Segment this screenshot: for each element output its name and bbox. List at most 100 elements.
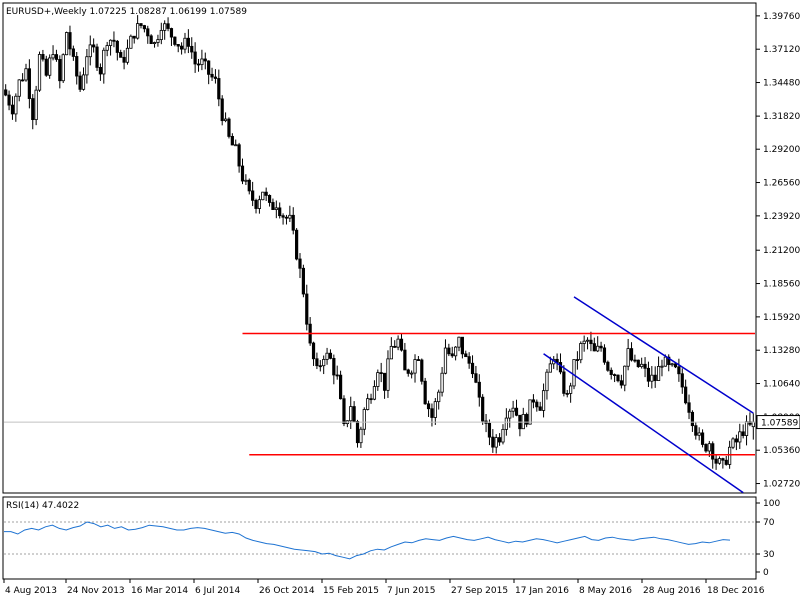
candle-bearish [467, 356, 471, 364]
candle-bullish [362, 409, 366, 430]
candle-bearish [636, 359, 640, 368]
main-chart-frame [2, 2, 757, 494]
candle-bearish [589, 339, 593, 345]
candle-bearish [251, 190, 255, 201]
time-tick-label: 4 Aug 2013 [5, 586, 57, 596]
price-tick-label: 1.13280 [763, 346, 800, 356]
price-tick-label: 1.31820 [763, 112, 800, 122]
rsi-tick-label: 30 [763, 550, 775, 560]
candle-bearish [311, 342, 316, 360]
price-tick-label: 1.21200 [763, 246, 800, 256]
candle-bearish [332, 357, 336, 376]
candle-bearish [714, 458, 718, 464]
candle-bearish [447, 347, 451, 355]
candle-bullish [717, 458, 722, 464]
candle-bullish [728, 446, 732, 465]
candle-bullish [640, 363, 644, 368]
candle-bearish [176, 44, 180, 47]
candle-bullish [125, 47, 130, 63]
candle-bearish [115, 40, 119, 53]
price-tick-label: 1.02720 [763, 480, 800, 490]
time-tick-label: 26 Oct 2014 [259, 586, 315, 596]
candle-bearish [291, 214, 295, 231]
candlestick-series [4, 15, 755, 470]
candle-bullish [376, 372, 380, 387]
candle-bearish [684, 386, 688, 404]
candle-bearish [379, 372, 383, 375]
candle-bullish [261, 191, 265, 201]
channel-trend-line [573, 296, 754, 414]
candle-bearish [382, 372, 387, 391]
candle-bearish [352, 406, 356, 422]
candle-bullish [541, 390, 546, 411]
candle-bullish [660, 365, 664, 368]
time-tick-label: 16 Mar 2014 [131, 586, 188, 596]
candle-bullish [511, 407, 515, 412]
candle-bearish [741, 431, 745, 436]
candle-bearish [213, 76, 218, 79]
candle-bearish [426, 403, 431, 410]
candle-bearish [646, 367, 651, 382]
candle-bullish [548, 363, 552, 373]
time-tick-label: 28 Aug 2016 [643, 586, 701, 596]
candle-bearish [112, 39, 116, 42]
candle-bearish [613, 374, 617, 376]
candle-bearish [667, 356, 671, 365]
candle-bearish [220, 98, 224, 122]
rsi-levels [4, 521, 755, 555]
candle-bearish [54, 54, 59, 60]
candle-bearish [247, 179, 251, 192]
candle-bearish [721, 458, 725, 461]
candle-bearish [562, 371, 566, 394]
candle-bearish [531, 399, 536, 403]
candle-bullish [396, 338, 400, 348]
rsi-title: RSI(14) 47.4022 [6, 501, 79, 511]
candle-bearish [711, 443, 715, 460]
candle-bullish [433, 401, 437, 418]
candle-bullish [17, 79, 21, 97]
candle-bullish [656, 366, 661, 381]
candle-bearish [491, 436, 495, 448]
candle-bearish [514, 407, 519, 416]
candle-bearish [700, 432, 705, 445]
candle-bearish [301, 267, 305, 295]
candle-bearish [193, 51, 197, 65]
candle-bearish [207, 60, 211, 75]
candle-bearish [7, 94, 11, 106]
candle-bullish [349, 406, 353, 422]
candle-bearish [406, 369, 410, 374]
price-tick-label: 1.37120 [763, 45, 800, 55]
candle-bearish [230, 136, 234, 146]
candle-bullish [102, 49, 106, 75]
price-tick-label: 1.10640 [763, 380, 800, 390]
chart-title: EURUSD+,Weekly 1.07225 1.08287 1.06199 1… [6, 7, 247, 17]
candle-bearish [122, 56, 126, 63]
rsi-line [4, 521, 731, 560]
candle-bullish [288, 214, 292, 219]
candle-bearish [305, 293, 309, 325]
candle-bearish [92, 44, 96, 48]
candle-bearish [565, 392, 569, 395]
candle-bearish [694, 425, 698, 436]
candle-bearish [430, 408, 434, 418]
price-tick-label: 1.26560 [763, 179, 800, 189]
candle-bullish [440, 372, 444, 393]
candle-bullish [37, 54, 42, 91]
candle-bullish [322, 359, 326, 367]
candle-bullish [670, 363, 674, 366]
candle-bearish [132, 35, 136, 39]
candle-bearish [190, 45, 194, 53]
candle-bearish [149, 35, 153, 44]
candle-bearish [487, 422, 492, 438]
candle-bullish [105, 45, 109, 51]
candle-bearish [680, 373, 684, 388]
candle-bullish [163, 23, 167, 31]
candle-bearish [4, 89, 8, 96]
price-tick-label: 1.15920 [763, 313, 800, 323]
candle-bullish [707, 443, 711, 452]
price-tick-label: 1.05360 [763, 446, 800, 456]
candle-bearish [169, 28, 174, 38]
candle-bullish [61, 54, 65, 82]
rsi-tick-label: 0 [763, 568, 769, 578]
